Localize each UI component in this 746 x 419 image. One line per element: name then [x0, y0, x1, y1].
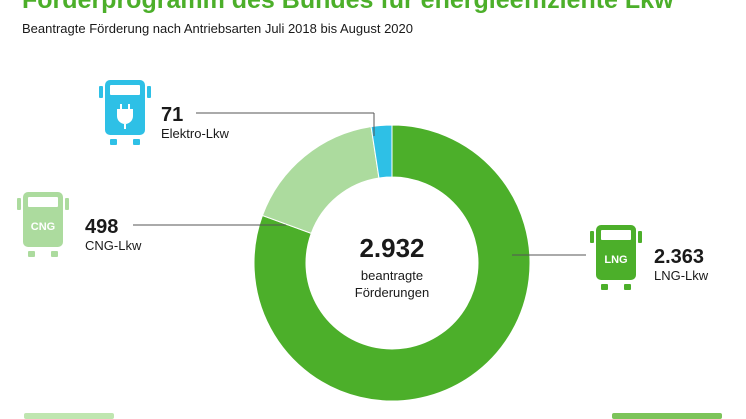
elektro-category-label: Elektro-Lkw	[161, 126, 230, 141]
total-label-line1: beantragte	[361, 268, 423, 283]
total-label-line2: Förderungen	[355, 285, 429, 300]
footer-decoration-left	[24, 413, 114, 419]
lng-value-label: 2.363	[654, 246, 704, 268]
cng-bus-icon: CNG	[17, 192, 69, 257]
electric-bus-icon	[99, 80, 151, 145]
total-value: 2.932	[359, 233, 424, 263]
elektro-value-label: 71	[161, 104, 183, 126]
lng-icon-label: LNG	[604, 254, 627, 266]
lng-category-label: LNG-Lkw	[654, 268, 709, 283]
slice-cng	[261, 126, 380, 235]
cng-value-label: 498	[85, 216, 118, 238]
chart-title: Förderprogramm des Bundes für energieeff…	[22, 0, 674, 14]
cng-category-label: CNG-Lkw	[85, 238, 142, 253]
lng-bus-icon: LNG	[590, 225, 642, 290]
chart-subtitle: Beantragte Förderung nach Antriebsarten …	[22, 21, 413, 36]
cng-icon-label: CNG	[31, 221, 55, 233]
footer-decoration-right	[612, 413, 722, 419]
slice-elektro	[370, 124, 393, 179]
